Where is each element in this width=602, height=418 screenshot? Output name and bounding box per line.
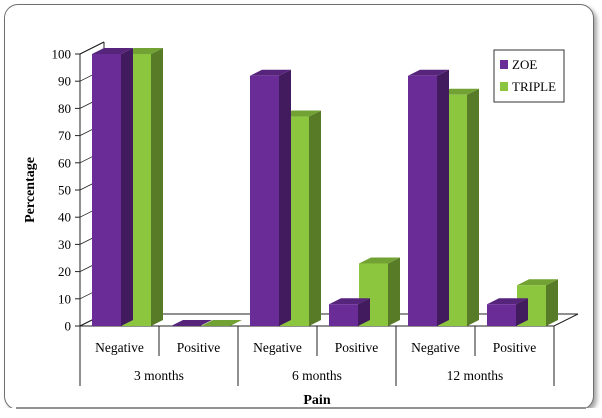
legend-swatch bbox=[500, 82, 508, 91]
x-group-label: 6 months bbox=[292, 368, 342, 383]
y-tick-label: 50 bbox=[58, 183, 71, 198]
y-tick-label: 10 bbox=[58, 291, 71, 306]
bar-top bbox=[517, 279, 558, 286]
y-tick-depth bbox=[79, 41, 105, 55]
y-tick-label: 30 bbox=[58, 237, 71, 252]
x-category-label: Positive bbox=[493, 340, 537, 355]
y-tick-label: 20 bbox=[58, 264, 71, 279]
bar bbox=[408, 75, 437, 326]
bar-top bbox=[171, 320, 212, 326]
legend-label: ZOE bbox=[512, 57, 537, 72]
bar bbox=[250, 75, 279, 326]
legend-box bbox=[493, 49, 565, 103]
bar-top bbox=[487, 298, 528, 305]
y-tick-label: 70 bbox=[58, 128, 71, 143]
bar-side bbox=[467, 88, 479, 326]
bar-side bbox=[546, 279, 558, 326]
y-tick-label: 80 bbox=[58, 101, 71, 116]
y-tick-label: 0 bbox=[65, 319, 72, 334]
x-category-label: Negative bbox=[411, 340, 460, 355]
x-group-label: 3 months bbox=[134, 368, 184, 383]
bar-side bbox=[309, 110, 321, 326]
bar-side bbox=[388, 257, 400, 326]
x-category-label: Negative bbox=[253, 340, 302, 355]
x-category-label: Positive bbox=[177, 340, 221, 355]
bar-side bbox=[121, 48, 133, 326]
bar-top bbox=[92, 48, 133, 54]
bar-top bbox=[250, 69, 291, 76]
bar-side bbox=[279, 69, 291, 326]
y-tick-label: 40 bbox=[58, 210, 71, 225]
bar-side bbox=[516, 298, 528, 326]
bar-side bbox=[437, 69, 449, 326]
y-tick-label: 90 bbox=[58, 74, 71, 89]
x-axis-title: Pain bbox=[303, 393, 330, 408]
bar-top bbox=[201, 320, 242, 326]
bottom-mask bbox=[0, 408, 602, 418]
bar bbox=[92, 54, 121, 326]
bar-top bbox=[408, 69, 449, 76]
x-group-label: 12 months bbox=[447, 368, 504, 383]
y-tick-label: 60 bbox=[58, 155, 71, 170]
bar bbox=[329, 304, 358, 326]
bar bbox=[487, 304, 516, 326]
x-category-label: Positive bbox=[335, 340, 379, 355]
legend-swatch bbox=[500, 60, 508, 69]
bar-top bbox=[329, 298, 370, 305]
bar-side bbox=[151, 48, 163, 326]
bar-side bbox=[358, 298, 370, 326]
y-tick-label: 100 bbox=[52, 47, 72, 62]
x-category-label: Negative bbox=[95, 340, 144, 355]
legend-label: TRIPLE bbox=[512, 79, 556, 94]
bar-top bbox=[359, 257, 400, 264]
y-axis-title: Percentage bbox=[23, 157, 38, 223]
